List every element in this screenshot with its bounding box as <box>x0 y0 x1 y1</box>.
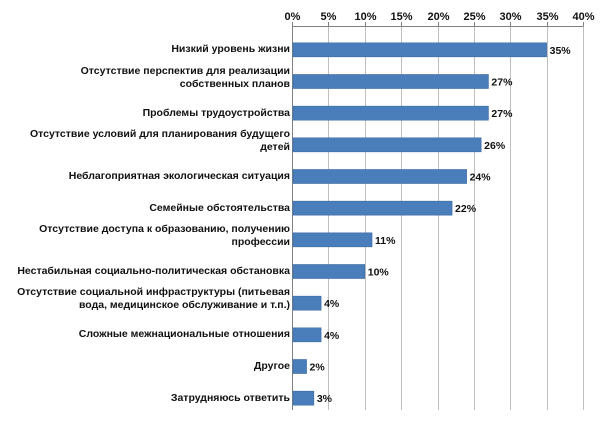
bar <box>292 74 489 89</box>
value-label: 27% <box>491 77 513 89</box>
value-label: 4% <box>324 298 340 310</box>
x-tick-label: 20% <box>427 11 449 23</box>
category-label: Отсутствие доступа к образованию, получе… <box>0 223 290 249</box>
x-tick-label: 35% <box>536 11 558 23</box>
category-label: Другое <box>0 360 290 373</box>
category-label-line: вода, медицинское обслуживание и т.п.) <box>78 299 290 312</box>
category-label: Проблемы трудоустройства <box>0 107 290 120</box>
bar <box>292 295 322 311</box>
category-label-line: Нестабильная социально-политическая обст… <box>17 265 290 277</box>
category-label: Нестабильная социально-политическая обст… <box>0 265 290 278</box>
category-label-line: Отсутствие перспектив для реализации <box>80 64 290 77</box>
x-tick-label: 10% <box>354 11 376 23</box>
x-tick-label: 15% <box>390 11 412 23</box>
bar <box>292 390 315 406</box>
category-label-line: Отсутствие социальной инфраструктуры (пи… <box>17 286 290 299</box>
value-label: 10% <box>368 267 390 279</box>
bar <box>292 200 453 216</box>
category-label: Низкий уровень жизни <box>0 43 290 56</box>
bar <box>292 232 373 248</box>
bar <box>292 137 482 153</box>
value-label: 4% <box>324 330 340 342</box>
bar <box>292 105 489 121</box>
category-label: Неблагоприятная экологическая ситуация <box>0 170 290 183</box>
category-label: Семейные обстоятельства <box>0 202 290 215</box>
value-label: 27% <box>491 108 513 120</box>
category-label: Отсутствие социальной инфраструктуры (пи… <box>0 286 290 312</box>
category-label-line: Отсутствие доступа к образованию, получе… <box>39 222 290 235</box>
x-tick-label: 40% <box>572 11 594 23</box>
value-label: 26% <box>484 140 506 152</box>
x-tick-label: 0% <box>285 11 301 23</box>
bar <box>292 264 366 279</box>
category-label: Сложные межнациональные отношения <box>0 328 290 341</box>
x-tick-label: 30% <box>499 11 521 23</box>
category-label: Отсутствие перспектив для реализации собс… <box>0 65 290 91</box>
category-label: Отсутствие условий для планирования буду… <box>0 128 290 154</box>
category-label-line: детей <box>260 140 290 153</box>
category-label-line: Семейные обстоятельства <box>149 201 290 214</box>
category-label-line: профессии <box>231 235 290 248</box>
value-label: 22% <box>455 203 477 215</box>
value-label: 2% <box>310 362 326 374</box>
value-label: 35% <box>550 45 572 57</box>
bar <box>292 169 467 184</box>
category-label-line: Проблемы трудоустройства <box>142 106 290 119</box>
category-label-line: Затрудняюсь ответить <box>170 391 290 404</box>
category-label-line: собственных планов <box>179 77 290 90</box>
category-label-line: Неблагоприятная экологическая ситуация <box>68 170 290 182</box>
bar <box>292 359 307 374</box>
value-label: 3% <box>317 393 333 405</box>
value-label: 11% <box>375 235 396 247</box>
bar <box>292 42 547 58</box>
x-tick-label: 25% <box>463 11 485 23</box>
bar <box>292 327 322 343</box>
category-label-line: Низкий уровень жизни <box>171 43 290 56</box>
value-label: 24% <box>470 172 492 184</box>
x-tick-label: 5% <box>321 11 337 23</box>
category-label-line: Другое <box>253 360 290 372</box>
category-label-line: Отсутствие условий для планирования буду… <box>29 127 290 140</box>
category-label: Затрудняюсь ответить <box>0 392 290 405</box>
category-label-line: Сложные межнациональные отношения <box>78 328 290 341</box>
